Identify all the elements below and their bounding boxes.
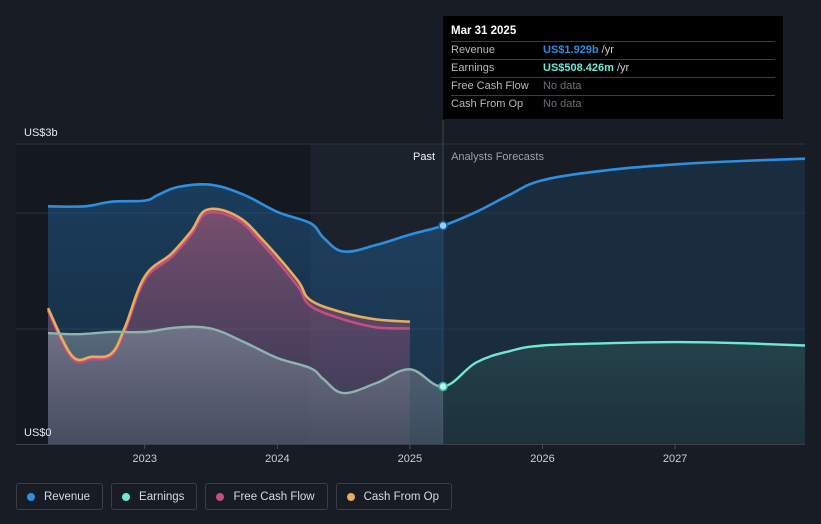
tooltip-label: Free Cash Flow [451,80,529,92]
legend-label: Free Cash Flow [233,490,315,503]
legend-dot-icon [216,492,225,501]
legend-item-earnings[interactable]: Earnings [111,483,198,510]
tooltip-label: Cash From Op [451,98,524,110]
tooltip: Mar 31 2025 Revenue US$1.929b /yr Earnin… [443,16,783,119]
revenue-marker [438,220,448,231]
earnings-line-past [47,325,444,395]
legend-dot-icon [27,492,35,501]
tooltip-row-revenue: Revenue US$1.929b /yr [451,41,775,59]
legend: Revenue Earnings Free Cash Flow Cash Fro… [16,483,453,510]
tooltip-date: Mar 31 2025 [451,25,517,37]
tooltip-unit: /yr [601,44,614,56]
x-tick-label: 2024 [265,453,289,465]
legend-dot-icon [122,492,131,501]
tooltip-row-cash-from-op: Cash From Op No data [451,95,775,113]
tooltip-row-earnings: Earnings US$508.426m /yr [451,59,775,77]
earnings-line-forecast [443,340,806,388]
tooltip-value: US$508.426m [543,62,614,74]
tooltip-unit: /yr [616,62,630,74]
free-cash-flow-line [46,210,410,364]
earnings-marker [438,381,448,392]
legend-label: Cash From Op [363,490,440,503]
legend-dot-icon [346,492,355,501]
x-tick-label: 2026 [530,453,554,465]
legend-item-revenue[interactable]: Revenue [16,483,104,510]
tooltip-value: No data [543,80,582,92]
legend-label: Earnings [139,490,185,503]
past-label: Past [413,151,435,163]
earnings-area-past [48,326,444,444]
tooltip-value: No data [543,98,582,110]
y-axis-top-label: US$3b [24,127,58,139]
legend-item-free-cash-flow[interactable]: Free Cash Flow [205,483,328,510]
tooltip-label: Revenue [451,44,496,56]
cash-from-op-line [46,207,410,362]
tooltip-value: US$1.929b [543,44,599,56]
x-tick-label: 2025 [398,453,422,465]
revenue-line [47,157,806,254]
legend-item-cash-from-op[interactable]: Cash From Op [335,483,453,510]
x-tick-label: 2027 [663,453,687,465]
earnings-area-forecast [443,342,805,444]
y-axis-bottom-label: US$0 [24,427,52,439]
x-tick-label: 2023 [133,453,157,465]
tooltip-row-free-cash-flow: Free Cash Flow No data [451,77,775,95]
legend-label: Revenue [44,490,91,503]
forecast-label: Analysts Forecasts [451,151,544,163]
tooltip-label: Earnings [451,62,495,74]
